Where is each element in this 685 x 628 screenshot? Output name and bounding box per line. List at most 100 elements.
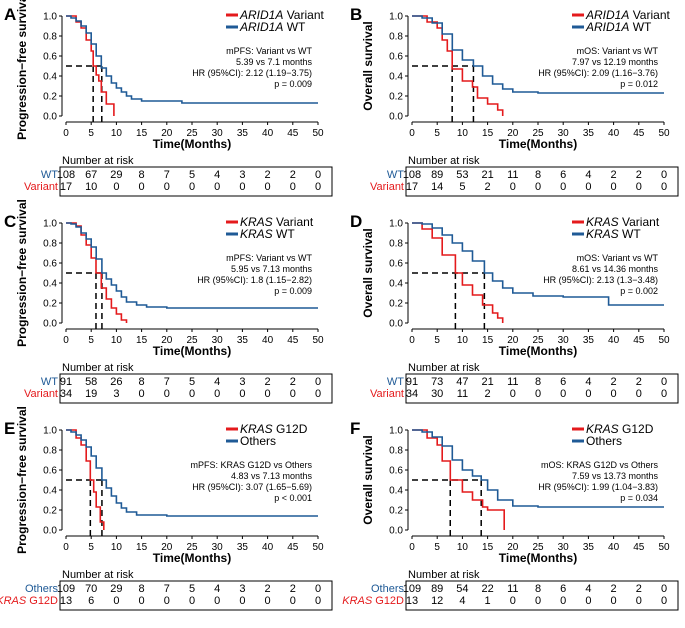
risk-value: 4	[459, 595, 465, 607]
x-tick-label: 10	[457, 128, 469, 139]
risk-value: 8	[139, 169, 145, 181]
x-tick-label: 30	[212, 542, 224, 553]
risk-value: 14	[431, 181, 443, 193]
km-curve-wt	[412, 222, 664, 306]
legend-entry: Others	[586, 434, 622, 448]
risk-value: 2	[265, 169, 271, 181]
x-axis-label: Time(Months)	[153, 551, 231, 565]
km-curve-g12d	[412, 429, 505, 530]
risk-value: 0	[636, 388, 642, 400]
risk-value: 0	[265, 181, 271, 193]
y-tick-label: 0.6	[389, 259, 403, 270]
risk-value: 53	[456, 169, 468, 181]
risk-row-name: G12D	[372, 595, 404, 607]
y-tick-label: 0.6	[43, 52, 57, 63]
risk-value: 34	[406, 388, 418, 400]
risk-value: 0	[636, 595, 642, 607]
risk-value: 5	[189, 169, 195, 181]
risk-row-label: Variant	[24, 388, 58, 400]
x-tick-label: 45	[287, 335, 299, 346]
x-tick-label: 25	[532, 128, 544, 139]
x-tick-label: 30	[558, 335, 570, 346]
x-tick-label: 25	[532, 335, 544, 346]
stat-annotation: mOS: Variant vs WT	[577, 46, 659, 56]
risk-value: 0	[661, 169, 667, 181]
risk-value: 4	[214, 583, 220, 595]
x-axis-label: Time(Months)	[153, 344, 231, 358]
risk-table-box	[405, 373, 679, 404]
risk-value: 6	[560, 169, 566, 181]
risk-table-box	[405, 166, 679, 197]
risk-row-label: Others	[371, 583, 405, 595]
risk-value: 2	[265, 376, 271, 388]
km-curve-g12d	[66, 429, 105, 530]
x-tick-label: 40	[262, 542, 274, 553]
x-tick-label: 10	[111, 335, 123, 346]
legend-gene: ARID1A	[585, 20, 629, 34]
risk-value: 2	[611, 583, 617, 595]
stat-annotation: 4.83 vs 7.13 months	[231, 471, 313, 481]
risk-value: 8	[535, 376, 541, 388]
y-tick-label: 0.0	[389, 319, 403, 330]
x-tick-label: 0	[63, 542, 69, 553]
risk-value: 4	[585, 376, 591, 388]
y-tick-label: 1.0	[389, 12, 403, 23]
risk-value: 58	[85, 376, 97, 388]
x-tick-label: 25	[186, 335, 198, 346]
stat-annotation: mPFS: Variant vs WT	[226, 46, 312, 56]
risk-value: 34	[60, 388, 72, 400]
risk-value: 0	[189, 181, 195, 193]
risk-table-title: Number at risk	[408, 155, 480, 167]
risk-value: 5	[459, 181, 465, 193]
y-tick-label: 0.2	[43, 299, 57, 310]
y-tick-label: 0.0	[43, 112, 57, 123]
risk-value: 109	[403, 583, 421, 595]
risk-row-label: KRAS G12D	[0, 595, 58, 607]
x-tick-label: 35	[583, 128, 595, 139]
risk-row-label: KRAS G12D	[342, 595, 404, 607]
y-tick-label: 0.6	[43, 259, 57, 270]
legend-suffix: Variant	[629, 8, 670, 22]
y-tick-label: 1.0	[389, 426, 403, 437]
risk-value: 0	[164, 181, 170, 193]
km-curve-variant	[412, 222, 504, 323]
panel-b: B0.00.20.40.60.81.00 5 10 15 20 25 30 35 40 45 50T…	[350, 5, 679, 197]
legend-gene: ARID1A	[585, 8, 629, 22]
risk-value: 6	[560, 376, 566, 388]
risk-value: 0	[290, 388, 296, 400]
risk-value: 0	[661, 583, 667, 595]
risk-value: 2	[290, 169, 296, 181]
risk-table-title: Number at risk	[62, 155, 134, 167]
legend-entry: ARID1A WT	[239, 20, 306, 34]
legend-entry: KRAS Variant	[240, 215, 314, 229]
risk-value: 0	[265, 388, 271, 400]
risk-value: 4	[214, 169, 220, 181]
legend-gene: KRAS	[586, 215, 619, 229]
stat-annotation: 5.39 vs 7.1 months	[236, 57, 313, 67]
panel-e: E0.00.20.40.60.81.00 5 10 15 20 25 30 35 40 45 50T…	[0, 406, 333, 611]
risk-value: 3	[239, 376, 245, 388]
legend-suffix: Variant	[273, 215, 314, 229]
km-curve-wt	[412, 15, 664, 94]
x-tick-label: 35	[237, 128, 249, 139]
x-tick-label: 45	[633, 335, 645, 346]
panel-letter: B	[350, 5, 362, 24]
y-tick-label: 0.8	[389, 446, 403, 457]
risk-value: 89	[431, 169, 443, 181]
risk-value: 108	[57, 169, 75, 181]
legend-suffix: G12D	[273, 422, 308, 436]
x-tick-label: 0	[409, 335, 415, 346]
km-curve-variant	[412, 15, 504, 116]
x-tick-label: 35	[237, 335, 249, 346]
risk-value: 11	[507, 169, 518, 181]
y-tick-label: 0.6	[43, 466, 57, 477]
panel-letter: E	[4, 419, 15, 438]
risk-value: 29	[110, 169, 122, 181]
y-tick-label: 0.4	[43, 486, 57, 497]
y-tick-label: 0.4	[389, 486, 403, 497]
x-tick-label: 45	[287, 542, 299, 553]
x-tick-label: 20	[507, 542, 519, 553]
stat-annotation: p = 0.012	[620, 79, 658, 89]
risk-value: 0	[315, 169, 321, 181]
legend-entry: KRAS WT	[240, 227, 295, 241]
